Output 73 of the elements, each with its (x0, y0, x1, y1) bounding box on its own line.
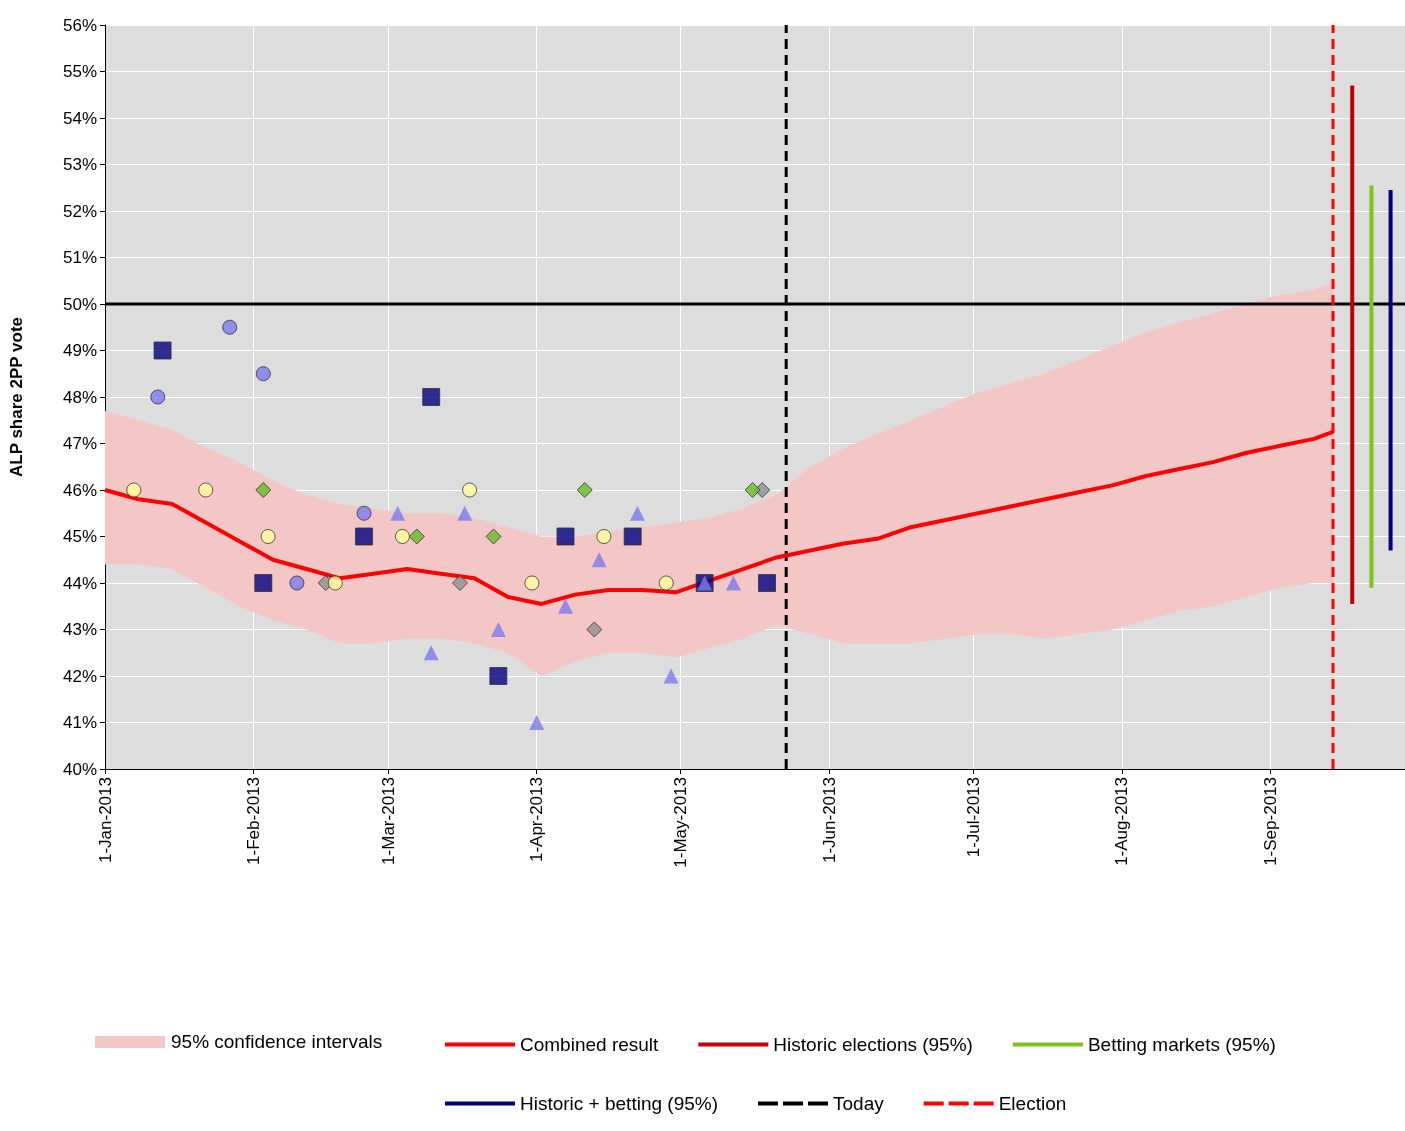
x-tick-label: 1-Jan-2013 (95, 777, 115, 864)
x-tick-label: 1-Feb-2013 (244, 777, 264, 865)
point (757, 574, 776, 592)
point (153, 341, 172, 360)
point (591, 552, 607, 568)
point (260, 529, 276, 544)
y-tick-label: 52% (62, 201, 97, 221)
y-tick-label: 53% (62, 155, 97, 174)
legend-label: Historic + betting (95%) (520, 1093, 718, 1114)
point (422, 388, 441, 406)
y-tick-label: 48% (62, 387, 97, 407)
y-tick-label: 47% (62, 434, 97, 453)
point (355, 527, 374, 546)
point (485, 528, 502, 545)
y-tick-label: 54% (62, 108, 97, 128)
point (586, 621, 603, 638)
point (390, 505, 406, 521)
y-tick-label: 40% (62, 759, 97, 779)
y-tick-label: 41% (62, 713, 97, 732)
x-tick-label: 1-Aug-2013 (1112, 777, 1132, 866)
legend-label: Betting markets (95%) (1087, 1034, 1276, 1055)
point (576, 482, 593, 498)
point (356, 505, 372, 521)
y-tick-label: 44% (62, 573, 97, 593)
x-tick-label: 1-Mar-2013 (378, 777, 398, 865)
point (150, 389, 166, 405)
y-axis-title: ALP share 2PP vote (7, 316, 26, 478)
point (663, 668, 679, 684)
point (408, 528, 425, 545)
point (623, 527, 642, 546)
legend-label: Election (998, 1093, 1067, 1114)
x-tick-label: 1-Sep-2013 (1261, 777, 1281, 866)
x-tick-label: 1-Jun-2013 (819, 777, 839, 864)
y-tick-label: 46% (62, 480, 97, 500)
point (423, 645, 439, 661)
text: 95% confidence intervals (171, 1031, 383, 1053)
y-tick-label: 51% (62, 248, 97, 267)
x-tick-label: 1-Apr-2013 (527, 777, 547, 863)
legend-label: Today (833, 1093, 885, 1114)
y-tick-label: 42% (62, 666, 97, 686)
point (462, 482, 478, 498)
point (254, 574, 273, 592)
y-tick-label: 56% (62, 15, 97, 35)
point (490, 622, 506, 637)
y-tick-label: 45% (62, 527, 97, 546)
x-tick-label: 1-Jul-2013 (963, 777, 983, 858)
point (524, 575, 540, 591)
point (255, 482, 272, 498)
point (289, 575, 305, 591)
point (126, 482, 142, 498)
x-tick-label: 1-May-2013 (671, 777, 691, 868)
point (457, 505, 473, 521)
point (725, 575, 741, 591)
point (558, 598, 574, 614)
y-tick-label: 49% (62, 341, 97, 360)
y-tick-label: 50% (62, 294, 97, 314)
legend-label: Historic elections (95%) (773, 1034, 973, 1055)
point (556, 527, 575, 546)
point (394, 529, 410, 544)
y-tick-label: 55% (62, 62, 97, 81)
point (327, 575, 343, 591)
point (529, 715, 545, 730)
point (744, 482, 761, 498)
point (451, 575, 468, 591)
point (629, 505, 645, 521)
point (222, 319, 238, 335)
y-tick-label: 43% (62, 620, 97, 639)
point (489, 667, 508, 685)
point (658, 575, 674, 591)
legend-label: Combined result (520, 1034, 660, 1055)
point (596, 529, 612, 544)
point (198, 482, 214, 498)
point (255, 366, 271, 382)
